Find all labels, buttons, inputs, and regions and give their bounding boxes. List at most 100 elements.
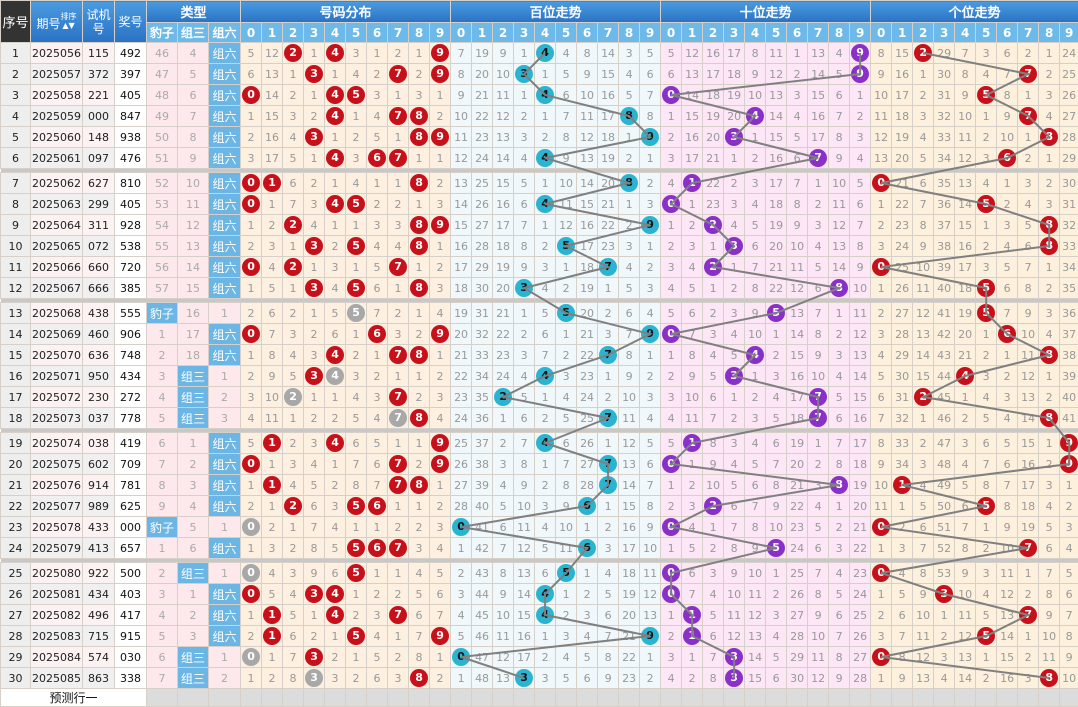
tens-cell: 10 (745, 324, 766, 345)
predict-cell[interactable] (955, 689, 976, 707)
predict-cell[interactable] (472, 689, 493, 707)
predict-cell[interactable] (262, 689, 283, 707)
predict-cell[interactable] (178, 689, 209, 707)
predict-cell[interactable] (409, 689, 430, 707)
predict-cell[interactable] (997, 689, 1018, 707)
dist-cell: 0 (241, 454, 262, 475)
predict-cell[interactable] (283, 689, 304, 707)
dist-cell: 3 (367, 215, 388, 236)
row-issue: 2025074 (31, 433, 83, 454)
predict-cell[interactable] (682, 689, 703, 707)
predict-cell[interactable] (241, 689, 262, 707)
predict-cell[interactable] (147, 689, 178, 707)
tens-cell: 16 (808, 106, 829, 127)
hundreds-ball: 7 (599, 409, 617, 427)
predict-cell[interactable] (1039, 689, 1060, 707)
predict-cell[interactable] (325, 689, 346, 707)
tens-cell: 12 (787, 278, 808, 299)
predict-cell[interactable] (619, 689, 640, 707)
tens-cell: 16 (766, 148, 787, 169)
predict-cell[interactable] (451, 689, 472, 707)
hundreds-ball: 8 (620, 174, 638, 192)
predict-cell[interactable] (304, 689, 325, 707)
row-draw-number: 781 (115, 475, 147, 496)
predict-cell[interactable] (556, 689, 577, 707)
predict-cell[interactable] (934, 689, 955, 707)
predict-cell[interactable] (1018, 689, 1039, 707)
units-cell: 3 (871, 626, 892, 647)
dist-cell: 1 (283, 236, 304, 257)
predict-cell[interactable] (598, 689, 619, 707)
predict-cell[interactable] (367, 689, 388, 707)
tens-ball: 3 (725, 648, 743, 666)
predict-cell[interactable] (976, 689, 997, 707)
predict-cell[interactable] (724, 689, 745, 707)
predict-cell[interactable] (430, 689, 451, 707)
predict-cell[interactable] (661, 689, 682, 707)
predict-cell[interactable] (209, 689, 241, 707)
dist-cell: 1 (409, 257, 430, 278)
units-cell: 1 (934, 605, 955, 626)
predict-cell[interactable] (829, 689, 850, 707)
dist-ball: 8 (410, 174, 428, 192)
hundreds-cell: 46 (472, 626, 493, 647)
predict-cell[interactable] (913, 689, 934, 707)
predict-cell[interactable] (703, 689, 724, 707)
dist-ball: 7 (389, 455, 407, 473)
dist-cell: 5 (367, 647, 388, 668)
type-miss-cell: 9 (147, 496, 178, 517)
hundreds-cell: 18 (493, 236, 514, 257)
hundreds-cell: 8 (514, 236, 535, 257)
sort-button[interactable]: 排序▲▼ (61, 12, 77, 30)
issue-header[interactable]: 期号排序▲▼ (31, 1, 83, 43)
predict-cell[interactable] (850, 689, 871, 707)
type-hit-cell: 组六 (209, 324, 241, 345)
predict-cell[interactable] (514, 689, 535, 707)
predict-cell[interactable] (640, 689, 661, 707)
predict-cell[interactable] (871, 689, 892, 707)
predict-cell[interactable] (493, 689, 514, 707)
predict-cell[interactable] (808, 689, 829, 707)
predict-cell[interactable] (745, 689, 766, 707)
predict-cell[interactable] (535, 689, 556, 707)
predict-cell[interactable] (787, 689, 808, 707)
predict-cell[interactable] (766, 689, 787, 707)
predict-cell[interactable] (346, 689, 367, 707)
tens-cell: 26 (787, 584, 808, 605)
predict-cell[interactable] (892, 689, 913, 707)
predict-cell[interactable] (388, 689, 409, 707)
predict-cell[interactable] (1060, 689, 1078, 707)
predict-cell[interactable] (577, 689, 598, 707)
predict-row[interactable]: 预测行一 (1, 689, 1078, 707)
